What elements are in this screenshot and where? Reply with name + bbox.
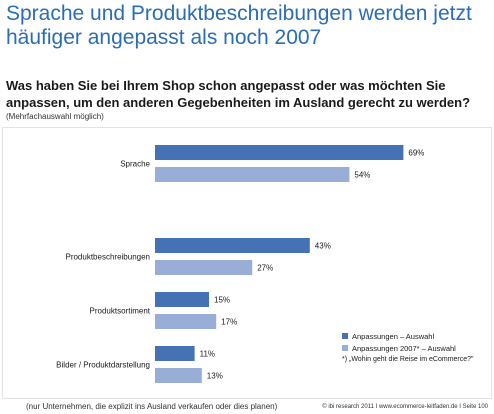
legend-label-current: Anpassungen – Auswahl <box>352 331 435 341</box>
bar-current <box>155 238 310 253</box>
value-label: 69% <box>408 149 424 158</box>
legend-source-note: *) „Wohin geht die Reise im eCommerce?" <box>342 356 474 363</box>
legend-label-2007: Anpassungen 2007* – Auswahl <box>352 343 456 353</box>
legend-swatch-2007 <box>342 345 348 351</box>
bar-current <box>155 292 209 307</box>
category-label: Produktbeschreibungen <box>65 253 150 262</box>
bar-2007 <box>155 260 253 275</box>
legend: Anpassungen – Auswahl Anpassungen 2007* … <box>342 330 474 363</box>
value-label: 54% <box>354 171 370 180</box>
category-label: Produktsortiment <box>90 307 151 316</box>
value-label: 13% <box>207 372 223 381</box>
bar-current <box>155 346 195 361</box>
survey-question: Was haben Sie bei Ihrem Shop schon angep… <box>6 78 471 110</box>
value-label: 43% <box>315 242 331 251</box>
footnote: (nur Unternehmen, die explizit ins Ausla… <box>26 402 278 411</box>
chart-frame <box>2 127 492 399</box>
category-label: Sprache <box>120 160 150 169</box>
chart-title: Sprache und Produktbeschreibungen werden… <box>6 2 472 49</box>
bar-2007 <box>155 368 202 383</box>
multiple-choice-note: (Mehrfachauswahl möglich) <box>6 112 104 121</box>
legend-swatch-current <box>342 333 348 339</box>
value-label: 15% <box>214 296 230 305</box>
value-label: 27% <box>257 264 273 273</box>
value-label: 11% <box>200 350 215 359</box>
legend-item-2007: Anpassungen 2007* – Auswahl <box>342 342 474 354</box>
value-label: 17% <box>221 318 237 327</box>
source-line: © ibi research 2011 I www.ecommerce-leit… <box>322 404 488 410</box>
bar-current <box>155 145 404 160</box>
legend-item-current: Anpassungen – Auswahl <box>342 330 474 342</box>
bar-2007 <box>155 167 350 182</box>
category-label: Bilder / Produktdarstellung <box>56 361 150 370</box>
bar-2007 <box>155 314 217 329</box>
